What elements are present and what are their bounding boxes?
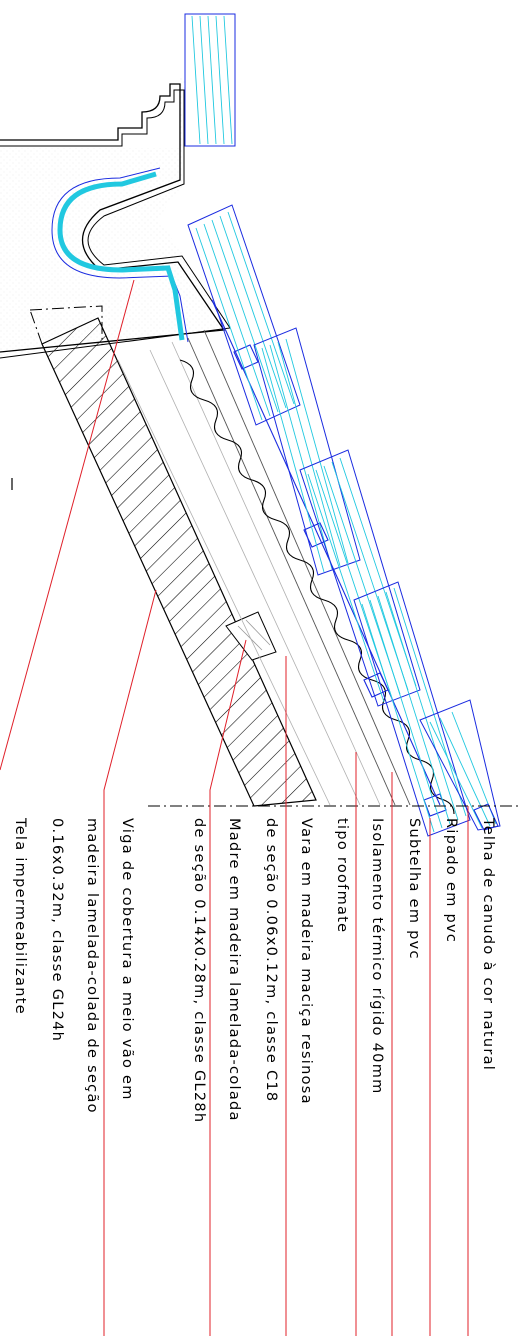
label-viga-3: 0.16x0.32m, classe GL24h bbox=[49, 818, 65, 1042]
gutter-inner bbox=[57, 171, 185, 341]
leader-madre bbox=[209, 639, 247, 1336]
wall-outline-inner bbox=[0, 89, 231, 359]
label-madre-1: Madre em madeira lamelada-colada bbox=[226, 818, 242, 1122]
label-viga-1: Viga de cobertura a meio vão em bbox=[119, 818, 135, 1101]
label-madre-2: de seção 0.14x0.28m, classe GL28h bbox=[191, 818, 207, 1123]
label-vara-2: de seção 0.06x0.12m, classe C18 bbox=[263, 818, 279, 1102]
gutter-outer bbox=[51, 167, 189, 343]
label-isolamento-1: Isolamento térmico rígido 40mm bbox=[369, 818, 385, 1095]
insulation-wave bbox=[179, 359, 455, 815]
label-subtelha: Subtelha em pvc bbox=[406, 818, 422, 960]
label-tela: Tela impermeabilizante bbox=[12, 817, 28, 1015]
ridge-tile-top bbox=[184, 13, 236, 147]
label-isolamento-2: tipo roofmate bbox=[334, 818, 350, 933]
leader-viga bbox=[103, 589, 157, 1336]
wall-section bbox=[0, 78, 231, 359]
purlin-block bbox=[225, 611, 277, 661]
gutter bbox=[51, 167, 189, 343]
rafter-lines bbox=[117, 341, 381, 806]
wall-concrete-fill bbox=[0, 78, 224, 356]
label-telha: Telha de canudo à cor natural bbox=[480, 817, 496, 1071]
label-ripado: Ripado em pvc bbox=[443, 818, 459, 943]
leader-lines bbox=[0, 279, 469, 1336]
labels: Telha de canudo à cor natural Ripado em … bbox=[12, 817, 496, 1123]
roof-tiles bbox=[187, 204, 501, 837]
wall-outline bbox=[0, 83, 226, 353]
roof-beam-hatched bbox=[41, 317, 317, 807]
leader-tela bbox=[0, 279, 135, 771]
label-viga-2: madeira lamelada-colada de seção bbox=[84, 818, 100, 1114]
subtile-line bbox=[187, 329, 411, 806]
label-vara-1: Vara em madeira maciça resinosa bbox=[298, 818, 314, 1105]
